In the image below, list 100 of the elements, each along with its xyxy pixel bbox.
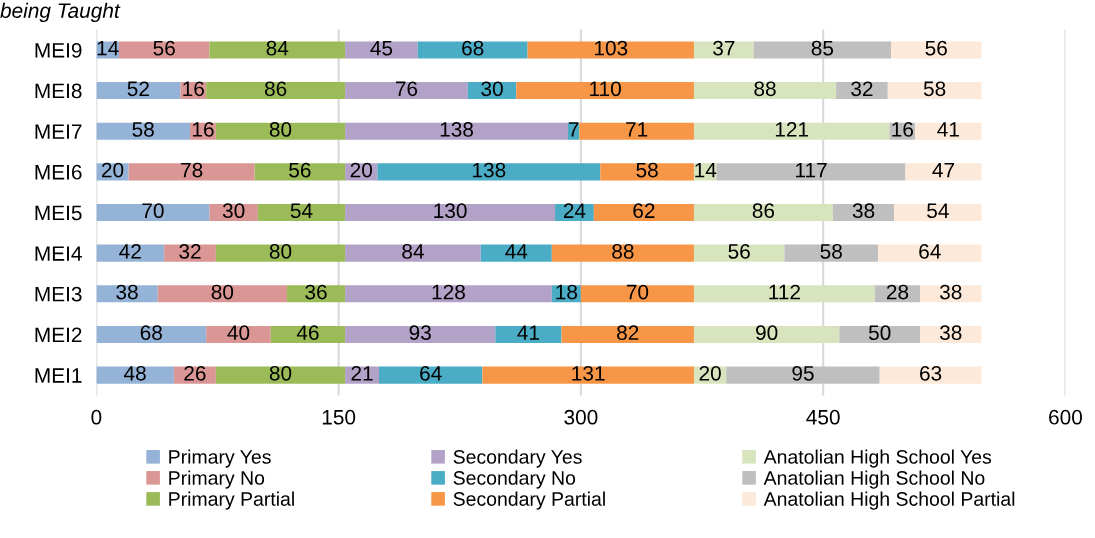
data-label: 58 bbox=[923, 81, 946, 97]
data-label: 30 bbox=[481, 81, 503, 97]
data-label: 85 bbox=[811, 40, 834, 56]
bar bbox=[753, 41, 891, 59]
chart-title: being Taught bbox=[0, 2, 121, 23]
data-label: 18 bbox=[556, 284, 578, 300]
bar bbox=[905, 163, 982, 181]
bar bbox=[254, 163, 346, 181]
data-label: 20 bbox=[350, 162, 373, 178]
data-label: 64 bbox=[919, 244, 941, 259]
bar bbox=[878, 244, 982, 262]
legend-label: Secondary Partial bbox=[453, 491, 605, 510]
data-label: 48 bbox=[124, 365, 146, 381]
bar bbox=[693, 203, 833, 222]
bar bbox=[377, 163, 601, 181]
data-label: 26 bbox=[184, 365, 206, 381]
bar bbox=[693, 122, 890, 140]
bar bbox=[580, 285, 694, 303]
bar bbox=[379, 366, 483, 384]
bar bbox=[839, 325, 921, 343]
bar bbox=[215, 244, 346, 262]
data-label: 21 bbox=[351, 365, 373, 381]
bar bbox=[716, 163, 906, 181]
bar bbox=[345, 285, 552, 303]
data-label: 128 bbox=[432, 284, 465, 300]
legend-label: Primary Partial bbox=[169, 491, 294, 510]
bar bbox=[579, 122, 694, 140]
data-label: 56 bbox=[153, 40, 175, 56]
data-label: 14 bbox=[695, 162, 717, 178]
x-tick-label: 300 bbox=[564, 409, 598, 425]
bar bbox=[561, 325, 694, 343]
data-label: 14 bbox=[97, 40, 119, 56]
data-label: 103 bbox=[594, 40, 628, 56]
data-label: 62 bbox=[633, 203, 655, 219]
data-label: 80 bbox=[211, 284, 234, 300]
data-label: 68 bbox=[140, 325, 162, 341]
bar bbox=[96, 82, 181, 100]
data-label: 110 bbox=[590, 81, 621, 97]
data-label: 16 bbox=[183, 81, 204, 97]
data-label: 41 bbox=[937, 122, 959, 137]
bar bbox=[915, 122, 982, 140]
bar bbox=[551, 244, 694, 262]
data-label: 36 bbox=[305, 284, 327, 300]
data-label: 112 bbox=[769, 284, 800, 300]
bar bbox=[417, 41, 528, 59]
data-label: 20 bbox=[699, 365, 721, 381]
data-label: 56 bbox=[925, 40, 947, 56]
data-label: 130 bbox=[434, 203, 467, 219]
data-label: 54 bbox=[290, 203, 313, 219]
data-label: 70 bbox=[626, 284, 649, 300]
data-label: 38 bbox=[852, 203, 875, 219]
bar bbox=[693, 244, 785, 262]
data-label: 58 bbox=[636, 162, 658, 178]
legend-label: Anatolian High School Yes bbox=[763, 449, 992, 468]
data-label: 32 bbox=[851, 81, 873, 97]
data-label: 46 bbox=[296, 325, 319, 341]
y-tick-label: MEI4 bbox=[35, 246, 82, 261]
data-label: 20 bbox=[101, 162, 124, 178]
bar bbox=[693, 41, 754, 59]
data-label: 95 bbox=[792, 365, 814, 381]
data-label: 58 bbox=[820, 244, 842, 259]
bar bbox=[128, 163, 255, 181]
data-label: 58 bbox=[132, 122, 154, 137]
data-label: 131 bbox=[572, 365, 605, 381]
bar bbox=[345, 325, 496, 343]
y-tick-label: MEI6 bbox=[35, 164, 82, 180]
y-tick-label: MEI7 bbox=[35, 124, 82, 139]
bar bbox=[784, 244, 879, 262]
bar bbox=[345, 41, 418, 59]
bar bbox=[345, 82, 468, 100]
data-label: 88 bbox=[612, 244, 634, 259]
data-label: 76 bbox=[395, 81, 418, 97]
data-label: 84 bbox=[266, 40, 289, 56]
x-tick-label: 150 bbox=[322, 409, 356, 425]
y-tick-label: MEI9 bbox=[35, 42, 82, 58]
y-tick-label: MEI5 bbox=[35, 205, 82, 221]
x-tick-label: 450 bbox=[806, 409, 840, 425]
data-label: 86 bbox=[752, 203, 775, 219]
data-label: 80 bbox=[269, 365, 292, 381]
data-label: 44 bbox=[505, 244, 528, 259]
bar bbox=[215, 366, 346, 384]
bar bbox=[345, 203, 556, 222]
bar bbox=[257, 203, 346, 222]
data-label: 80 bbox=[269, 244, 292, 259]
y-tick-label: MEI3 bbox=[35, 286, 82, 302]
data-label: 71 bbox=[626, 122, 648, 137]
legend-label: Primary Yes bbox=[169, 449, 271, 468]
data-label: 117 bbox=[796, 162, 827, 178]
data-label: 32 bbox=[179, 244, 201, 259]
data-label: 38 bbox=[939, 284, 962, 300]
data-label: 90 bbox=[756, 325, 778, 341]
bar bbox=[891, 41, 982, 59]
bar bbox=[726, 366, 880, 384]
bar bbox=[516, 82, 694, 100]
data-label: 47 bbox=[932, 162, 955, 178]
x-tick-label: 0 bbox=[91, 409, 102, 425]
data-label: 30 bbox=[222, 203, 245, 219]
data-label: 93 bbox=[409, 325, 431, 341]
data-label: 40 bbox=[227, 325, 250, 341]
x-tick-label: 600 bbox=[1049, 409, 1082, 425]
